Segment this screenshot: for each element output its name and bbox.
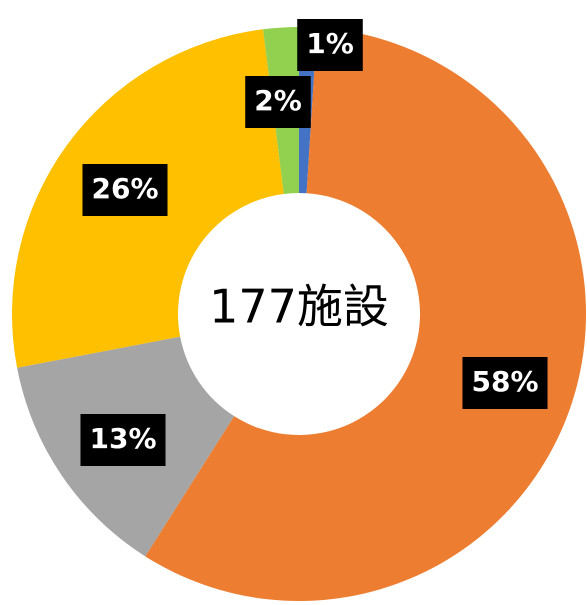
data-label: 13% — [89, 422, 156, 455]
center-label: 177施設 — [209, 280, 389, 334]
label-box — [297, 19, 363, 71]
label-box — [462, 357, 548, 409]
data-label: 1% — [306, 27, 354, 60]
data-label: 26% — [91, 172, 158, 205]
slice — [145, 27, 586, 601]
data-label: 58% — [471, 365, 538, 398]
label-box — [80, 414, 166, 466]
label-box — [245, 76, 311, 128]
label-box — [82, 164, 168, 216]
data-label: 2% — [254, 84, 302, 117]
labels: 1% 58% 13% 26% 2% — [80, 19, 548, 466]
